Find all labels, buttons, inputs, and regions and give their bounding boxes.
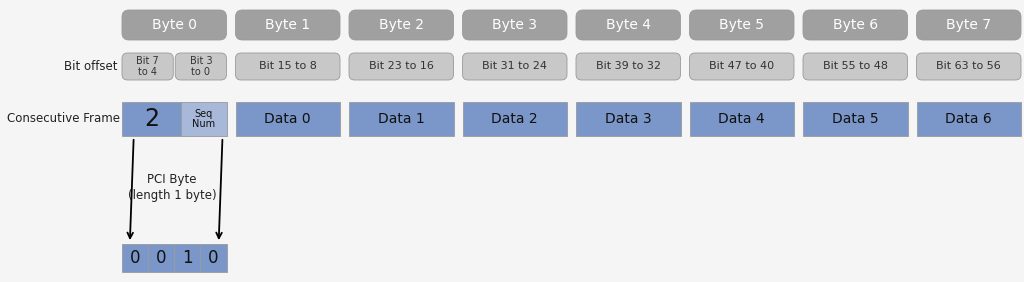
- FancyBboxPatch shape: [803, 10, 907, 40]
- FancyBboxPatch shape: [575, 10, 681, 40]
- Bar: [180, 102, 226, 136]
- Bar: [689, 102, 794, 136]
- Bar: [236, 102, 340, 136]
- Text: Bit 47 to 40: Bit 47 to 40: [710, 61, 774, 72]
- Text: Bit 7
to 4: Bit 7 to 4: [136, 56, 159, 77]
- Bar: [349, 102, 454, 136]
- FancyBboxPatch shape: [122, 53, 173, 80]
- Text: Consecutive Frame: Consecutive Frame: [7, 113, 120, 125]
- Text: Byte 7: Byte 7: [946, 18, 991, 32]
- FancyBboxPatch shape: [916, 53, 1021, 80]
- FancyBboxPatch shape: [575, 53, 681, 80]
- Text: Seq
Num: Seq Num: [191, 109, 215, 129]
- Text: Bit 63 to 56: Bit 63 to 56: [936, 61, 1001, 72]
- Text: Data 0: Data 0: [264, 112, 311, 126]
- Bar: [916, 102, 1021, 136]
- Text: Data 5: Data 5: [831, 112, 879, 126]
- FancyBboxPatch shape: [349, 53, 454, 80]
- Bar: [463, 102, 567, 136]
- Text: Byte 0: Byte 0: [152, 18, 197, 32]
- Bar: [148, 244, 174, 272]
- FancyBboxPatch shape: [689, 10, 794, 40]
- Text: 1: 1: [182, 249, 193, 267]
- Text: Data 6: Data 6: [945, 112, 992, 126]
- Text: (length 1 byte): (length 1 byte): [128, 188, 216, 202]
- Text: Data 4: Data 4: [719, 112, 765, 126]
- FancyBboxPatch shape: [803, 53, 907, 80]
- Text: Data 1: Data 1: [378, 112, 425, 126]
- Bar: [174, 244, 201, 272]
- Text: Byte 6: Byte 6: [833, 18, 878, 32]
- Bar: [575, 102, 681, 136]
- Text: Byte 3: Byte 3: [493, 18, 538, 32]
- FancyBboxPatch shape: [349, 10, 454, 40]
- Text: Bit 15 to 8: Bit 15 to 8: [259, 61, 316, 72]
- Text: 0: 0: [156, 249, 167, 267]
- Bar: [122, 244, 148, 272]
- Bar: [803, 102, 907, 136]
- FancyBboxPatch shape: [122, 10, 226, 40]
- FancyBboxPatch shape: [463, 53, 567, 80]
- FancyBboxPatch shape: [236, 53, 340, 80]
- Text: 2: 2: [143, 107, 159, 131]
- Text: Bit 31 to 24: Bit 31 to 24: [482, 61, 547, 72]
- Text: Bit offset: Bit offset: [63, 60, 117, 73]
- Text: Data 3: Data 3: [605, 112, 651, 126]
- Text: Byte 1: Byte 1: [265, 18, 310, 32]
- FancyBboxPatch shape: [916, 10, 1021, 40]
- Text: Bit 23 to 16: Bit 23 to 16: [369, 61, 434, 72]
- Text: 0: 0: [208, 249, 219, 267]
- Text: Bit 3
to 0: Bit 3 to 0: [189, 56, 212, 77]
- FancyBboxPatch shape: [463, 10, 567, 40]
- FancyBboxPatch shape: [175, 53, 226, 80]
- Text: 0: 0: [130, 249, 140, 267]
- Bar: [122, 102, 180, 136]
- Bar: [201, 244, 226, 272]
- Text: Byte 2: Byte 2: [379, 18, 424, 32]
- Text: Data 2: Data 2: [492, 112, 538, 126]
- Text: Byte 5: Byte 5: [719, 18, 764, 32]
- FancyBboxPatch shape: [236, 10, 340, 40]
- Text: Bit 39 to 32: Bit 39 to 32: [596, 61, 660, 72]
- Text: Byte 4: Byte 4: [606, 18, 650, 32]
- Text: Bit 55 to 48: Bit 55 to 48: [822, 61, 888, 72]
- Text: PCI Byte: PCI Byte: [147, 173, 197, 186]
- FancyBboxPatch shape: [689, 53, 794, 80]
